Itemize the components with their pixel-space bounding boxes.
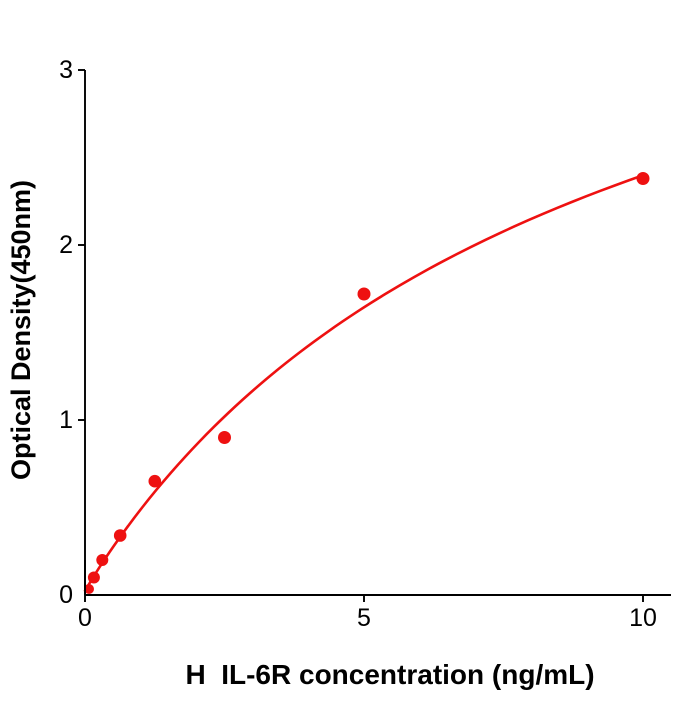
svg-text:3: 3 <box>59 56 73 84</box>
svg-text:0: 0 <box>59 581 73 609</box>
svg-text:5: 5 <box>357 604 371 632</box>
svg-text:Optical Density(450nm): Optical Density(450nm) <box>6 180 36 480</box>
svg-text:1: 1 <box>59 406 73 434</box>
svg-text:2: 2 <box>59 231 73 259</box>
svg-text:10: 10 <box>629 604 657 632</box>
svg-text:0: 0 <box>78 604 92 632</box>
svg-text:H IL-6R concentration (ng/mL): H IL-6R concentration (ng/mL) <box>185 659 594 690</box>
